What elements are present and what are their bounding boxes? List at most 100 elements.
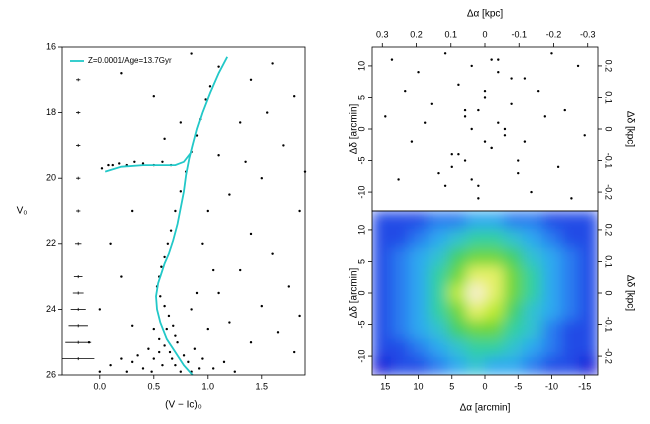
density-cell: [560, 229, 580, 248]
density-cell: [466, 320, 486, 340]
point: [249, 341, 253, 344]
tick-label: 5: [449, 381, 454, 391]
tick-label: 0: [482, 381, 487, 391]
density-cell: [466, 247, 486, 267]
density-cell: [541, 338, 561, 358]
point: [147, 347, 150, 350]
tick-label: -0.1: [604, 317, 614, 333]
density-cell: [541, 283, 561, 303]
point: [463, 159, 467, 162]
tick-label: -5: [356, 157, 366, 165]
density-cell: [522, 247, 542, 267]
tick-label: 18: [46, 107, 56, 117]
point: [179, 370, 182, 373]
tick-label: -0.1: [511, 29, 527, 39]
tick-label: 0: [482, 29, 487, 39]
point: [174, 363, 177, 367]
point: [160, 265, 163, 268]
point: [166, 242, 170, 245]
density-cell: [485, 338, 505, 358]
point: [503, 127, 507, 131]
density-cell: [485, 229, 505, 248]
point: [239, 268, 242, 272]
density-cell: [447, 302, 467, 321]
density-cell: [466, 338, 486, 358]
point: [195, 134, 199, 137]
density-cell: [503, 356, 524, 375]
point: [287, 285, 290, 288]
density-cell: [466, 283, 486, 303]
density-map: [372, 211, 598, 375]
density-cell: [447, 211, 467, 230]
density-cell: [428, 302, 448, 321]
point: [470, 127, 473, 131]
density-cell: [428, 320, 448, 340]
point: [193, 347, 197, 350]
density-cell: [390, 320, 411, 340]
point: [217, 291, 220, 295]
point: [190, 308, 193, 311]
point: [109, 242, 112, 245]
tick-label: 26: [46, 369, 56, 379]
point: [217, 154, 220, 157]
point: [176, 341, 179, 344]
point: [141, 367, 145, 370]
density-cell: [522, 302, 542, 321]
point: [536, 89, 540, 93]
density-cell: [372, 229, 392, 248]
point: [208, 85, 212, 88]
density-cell: [503, 283, 524, 303]
point: [212, 367, 215, 370]
tick-label: -0.2: [604, 348, 614, 364]
density-cell: [372, 283, 392, 303]
density-cell: [466, 356, 486, 375]
density-cell: [428, 247, 448, 267]
point: [172, 324, 175, 327]
axis-label: (V − Ic)₀: [165, 400, 202, 411]
point: [152, 327, 155, 331]
point: [298, 209, 301, 213]
point: [390, 58, 394, 61]
point: [204, 98, 207, 101]
point: [457, 83, 460, 87]
density-cell: [541, 247, 561, 267]
density-cell: [579, 338, 598, 358]
point: [266, 111, 269, 114]
density-cell: [409, 229, 429, 248]
point: [159, 295, 162, 298]
density-cell: [409, 302, 429, 321]
density-cell: [447, 283, 467, 303]
point: [131, 209, 134, 213]
point: [152, 95, 155, 98]
tick-label: -10: [356, 186, 366, 199]
point: [174, 209, 177, 213]
point: [556, 165, 560, 169]
point: [271, 252, 274, 255]
density-cell: [541, 211, 561, 230]
point: [201, 357, 204, 360]
point: [195, 291, 199, 295]
point: [463, 108, 467, 112]
point: [550, 52, 553, 55]
point: [212, 268, 215, 272]
point: [158, 350, 161, 354]
point: [483, 96, 487, 99]
axis-label: V₀: [17, 206, 28, 217]
point: [543, 115, 547, 118]
point: [523, 77, 527, 80]
tick-label: 22: [46, 238, 56, 248]
density-cell: [579, 247, 598, 267]
density-cell: [372, 211, 392, 230]
tick-label: -0.2: [604, 184, 614, 200]
density-cell: [390, 265, 411, 285]
point: [109, 363, 112, 367]
tick-label: 15: [380, 381, 390, 391]
point: [563, 108, 566, 112]
point: [293, 350, 296, 354]
axis-label: Δδ [arcmin]: [349, 103, 360, 154]
tick-label: 0.1: [604, 255, 614, 268]
density-cell: [447, 265, 467, 285]
point: [510, 102, 513, 105]
density-cell: [390, 247, 411, 267]
tick-label: 0.0: [94, 381, 107, 391]
